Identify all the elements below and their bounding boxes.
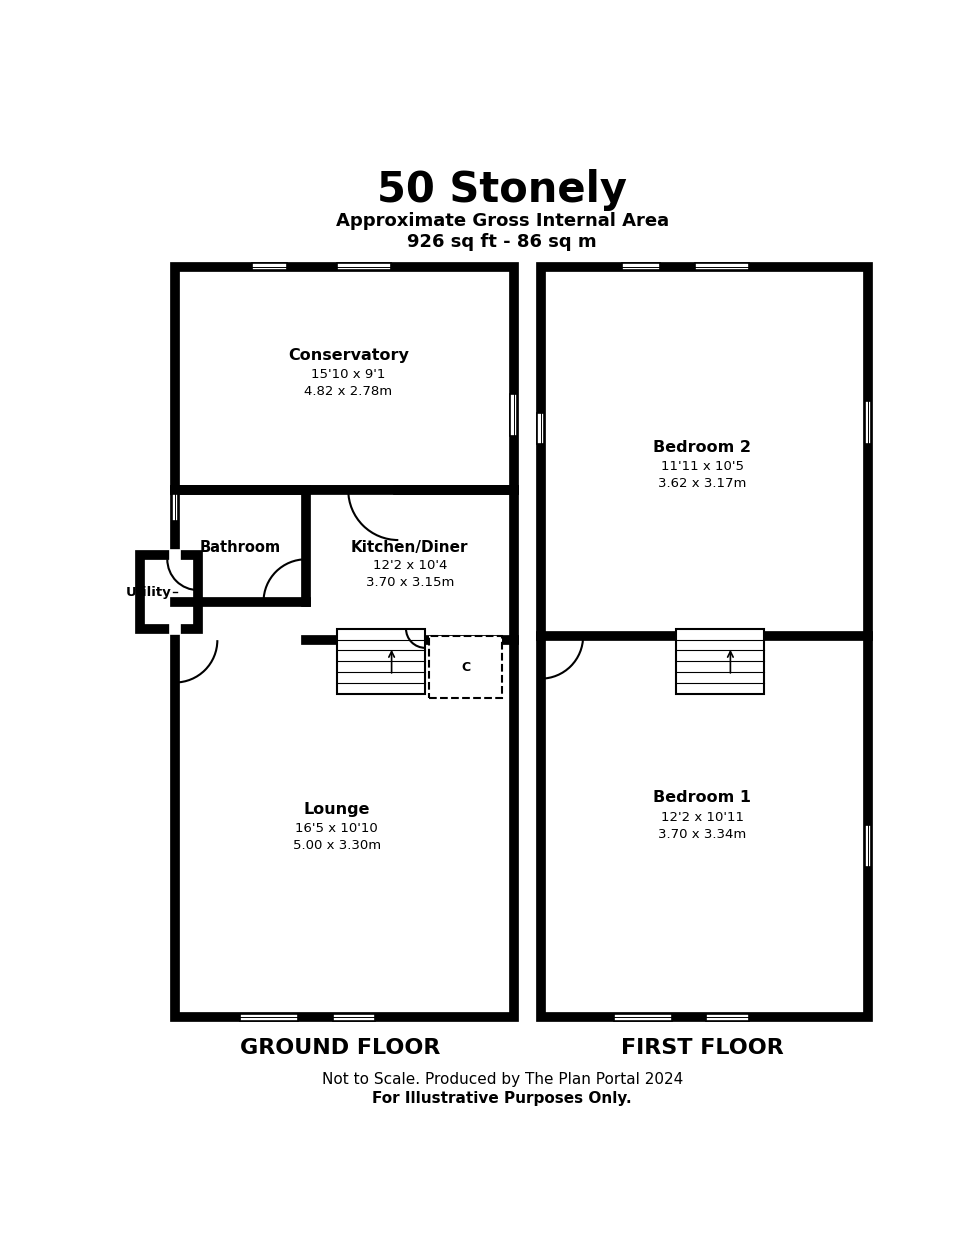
Text: Bathroom: Bathroom [200, 541, 281, 556]
Text: C: C [462, 660, 470, 674]
Text: FIRST FLOOR: FIRST FLOOR [621, 1038, 784, 1058]
Text: 12'2 x 10'4: 12'2 x 10'4 [372, 559, 447, 572]
Text: Lounge: Lounge [304, 803, 370, 816]
Bar [333, 1014, 375, 1021]
Text: 11'11 x 10'5: 11'11 x 10'5 [661, 460, 744, 474]
Bar [172, 494, 178, 520]
Bar [864, 825, 871, 867]
Text: Kitchen/Diner: Kitchen/Diner [351, 541, 468, 556]
Bar [140, 556, 198, 629]
Text: 3.70 x 3.15m: 3.70 x 3.15m [366, 576, 454, 588]
Text: Bedroom 1: Bedroom 1 [654, 790, 752, 805]
Bar [537, 413, 544, 444]
Bar [337, 629, 425, 694]
Bar [252, 263, 287, 270]
Bar [429, 636, 502, 698]
Bar [675, 629, 764, 694]
Text: 16'5 x 10'10: 16'5 x 10'10 [295, 823, 378, 835]
Text: Conservatory: Conservatory [288, 348, 409, 363]
Text: 50 Stonely: 50 Stonely [377, 169, 627, 210]
Bar [613, 1014, 671, 1021]
Text: 5.00 x 3.30m: 5.00 x 3.30m [293, 839, 381, 852]
Text: 15'10 x 9'1: 15'10 x 9'1 [311, 368, 385, 381]
Bar [175, 490, 514, 1018]
Bar [511, 393, 517, 436]
Text: Approximate Gross Internal Area: Approximate Gross Internal Area [336, 212, 668, 229]
Bar [541, 267, 868, 1018]
Bar [175, 267, 514, 490]
Bar [864, 402, 871, 444]
Bar [707, 1014, 749, 1021]
Text: 3.70 x 3.34m: 3.70 x 3.34m [659, 828, 747, 840]
Text: 4.82 x 2.78m: 4.82 x 2.78m [304, 386, 392, 398]
Bar [695, 263, 749, 270]
Text: For Illustrative Purposes Only.: For Illustrative Purposes Only. [372, 1091, 632, 1106]
Bar [337, 263, 391, 270]
Text: 3.62 x 3.17m: 3.62 x 3.17m [659, 478, 747, 490]
Text: 926 sq ft - 86 sq m: 926 sq ft - 86 sq m [408, 233, 597, 251]
Text: Not to Scale. Produced by The Plan Portal 2024: Not to Scale. Produced by The Plan Porta… [321, 1071, 683, 1086]
Text: Utility: Utility [125, 586, 172, 598]
Text: Bedroom 2: Bedroom 2 [654, 440, 752, 455]
Text: 12'2 x 10'11: 12'2 x 10'11 [661, 810, 744, 824]
Bar [621, 263, 661, 270]
Bar [240, 1014, 298, 1021]
Text: GROUND FLOOR: GROUND FLOOR [240, 1038, 441, 1058]
